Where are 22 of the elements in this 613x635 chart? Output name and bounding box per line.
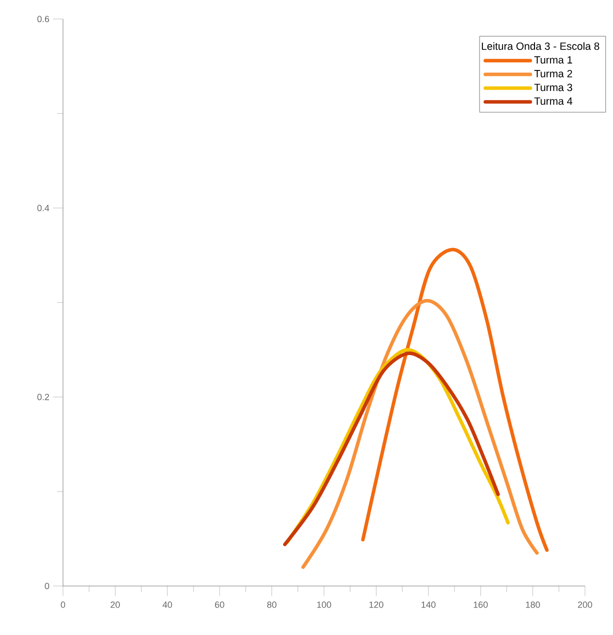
x-tick-label: 120 [369, 602, 384, 608]
y-tick-label: 0.2 [37, 394, 50, 400]
x-tick-label: 200 [578, 602, 592, 608]
y-tick-label: 0.6 [37, 16, 50, 22]
x-tick-label: 0 [60, 602, 66, 608]
x-tick-label: 180 [526, 602, 540, 608]
x-tick-label: 60 [215, 602, 224, 608]
x-tick-label: 80 [267, 602, 276, 608]
x-tick-label: 20 [110, 602, 120, 608]
x-tick-label: 40 [162, 602, 172, 608]
y-tick-label: 0.4 [37, 204, 50, 212]
line-series [301, 298, 539, 569]
line-series [361, 248, 549, 552]
x-tick-label: 100 [317, 602, 332, 608]
x-tick-label: 140 [422, 602, 436, 608]
legend-label: Turma 2 [534, 70, 572, 78]
y-tick-label: 0 [44, 582, 50, 590]
legend-label: Turma 3 [534, 84, 572, 92]
x-tick-label: 160 [474, 602, 488, 608]
legend-title: Leitura Onda 3 - Escola 8 [482, 42, 600, 50]
legend-label: Turma 4 [534, 98, 572, 105]
legend-label: Turma 1 [534, 56, 572, 64]
